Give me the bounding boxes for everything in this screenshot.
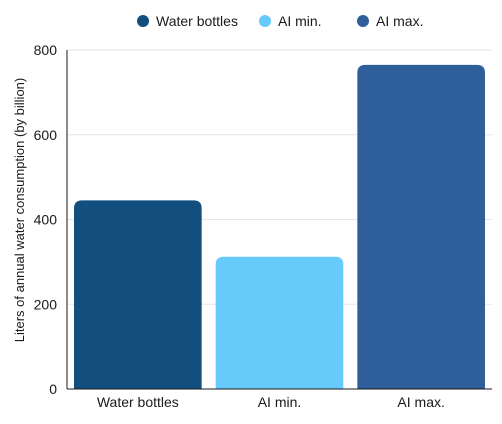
legend-label-2: AI min. xyxy=(278,13,322,29)
bar-3 xyxy=(357,64,485,390)
y-tick-label-0: 0 xyxy=(49,381,57,397)
y-axis-label: Liters of annual water consumption (by b… xyxy=(12,78,27,342)
y-tick-label-800: 800 xyxy=(34,42,58,58)
bar-1 xyxy=(74,200,202,389)
legend: Water bottles AI min. AI max. xyxy=(137,13,423,29)
x-tick-label-3: AI max. xyxy=(397,394,444,410)
bars xyxy=(74,64,485,390)
legend-label-1: Water bottles xyxy=(156,13,238,29)
y-tick-label-200: 200 xyxy=(34,296,58,312)
legend-label-3: AI max. xyxy=(376,13,423,29)
legend-marker-1 xyxy=(137,15,149,27)
y-tick-label-600: 600 xyxy=(34,127,58,143)
y-tick-label-400: 400 xyxy=(34,212,58,228)
x-tick-label-2: AI min. xyxy=(258,394,302,410)
axes: 0 200 400 600 800 Water bottles AI min. AI max. xyxy=(34,42,492,410)
x-tick-label-1: Water bottles xyxy=(97,394,179,410)
legend-marker-3 xyxy=(357,15,369,27)
legend-marker-2 xyxy=(259,15,271,27)
bar-2 xyxy=(215,256,344,389)
